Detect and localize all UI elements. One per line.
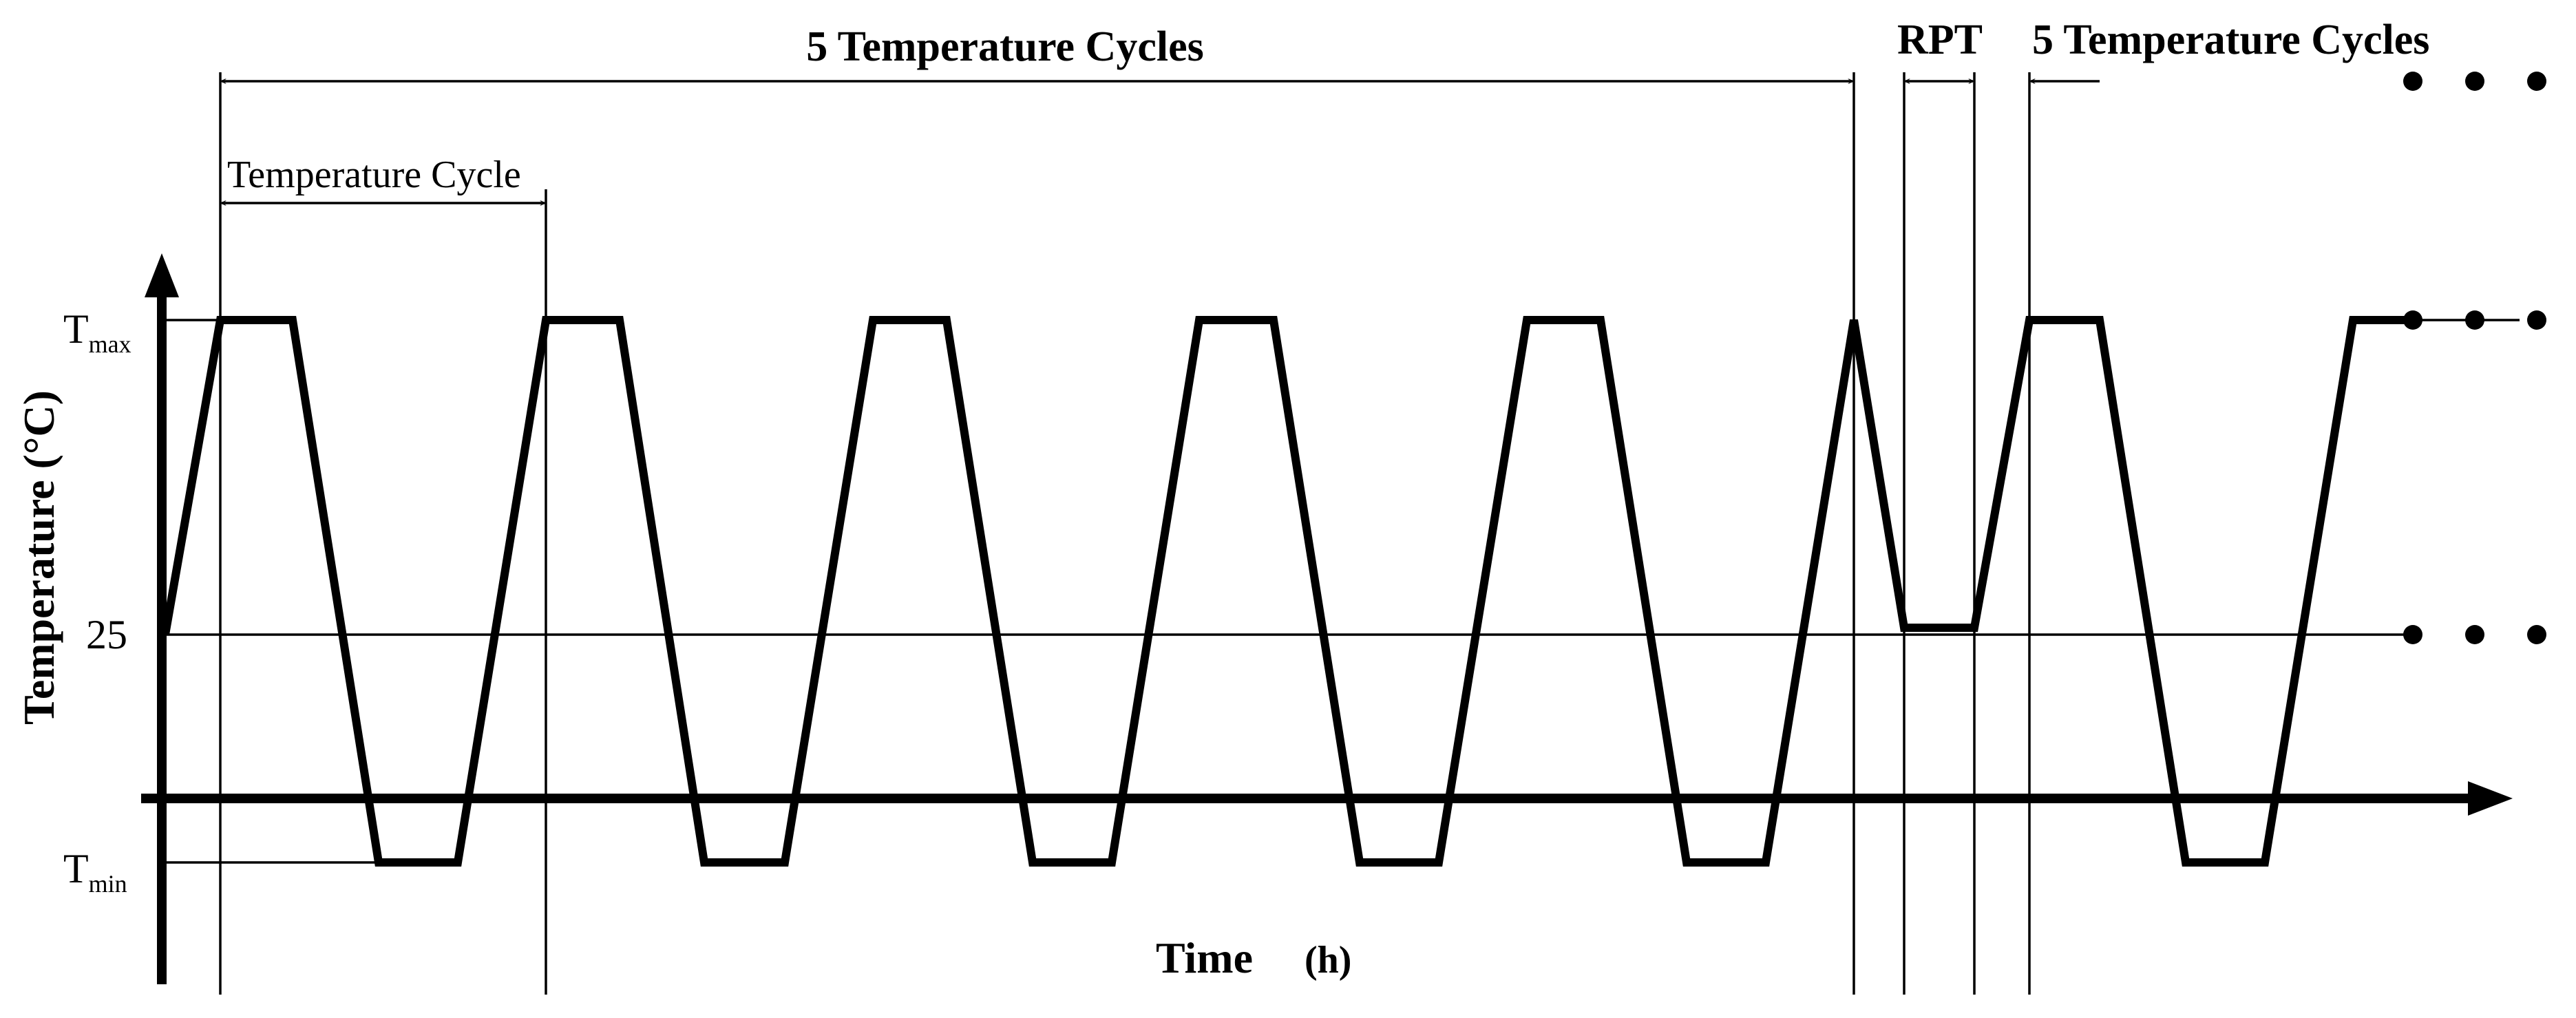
x-axis-label: Time <box>1156 933 1253 982</box>
tmax-tick-sub: max <box>89 330 131 358</box>
tmin-tick-sub: min <box>89 870 127 898</box>
single-cycle-label: Temperature Cycle <box>227 153 521 196</box>
continuation-dots-top <box>2403 72 2546 91</box>
tmin-tick-label: Tmin <box>63 846 127 898</box>
rpt-label: RPT <box>1897 17 1983 63</box>
tmax-tick-main: T <box>63 306 89 352</box>
x-axis-unit-label: (h) <box>1305 939 1351 982</box>
x-axis-arrowhead <box>2468 781 2513 816</box>
tmin-tick-main: T <box>63 846 89 891</box>
guide-lines <box>219 72 2031 995</box>
reference-lines <box>162 319 2520 864</box>
continuation-dots-tmax <box>2403 310 2546 330</box>
y-axis-arrowhead <box>145 253 179 297</box>
temperature-profile-line <box>161 316 2413 867</box>
span-arrows <box>222 81 2100 203</box>
axes <box>141 253 2513 984</box>
second-five-cycles-label: 5 Temperature Cycles <box>2032 17 2429 63</box>
ambient-25-tick-label: 25 <box>86 612 127 657</box>
continuation-text: • • • <box>2474 1011 2475 1012</box>
tmax-tick-label: Tmax <box>63 306 131 358</box>
y-axis-label: Temperature (°C) <box>14 390 63 725</box>
five-cycles-label: 5 Temperature Cycles <box>806 23 1203 70</box>
continuation-dots-25 <box>2403 625 2546 644</box>
continuation-dots <box>2403 72 2546 644</box>
